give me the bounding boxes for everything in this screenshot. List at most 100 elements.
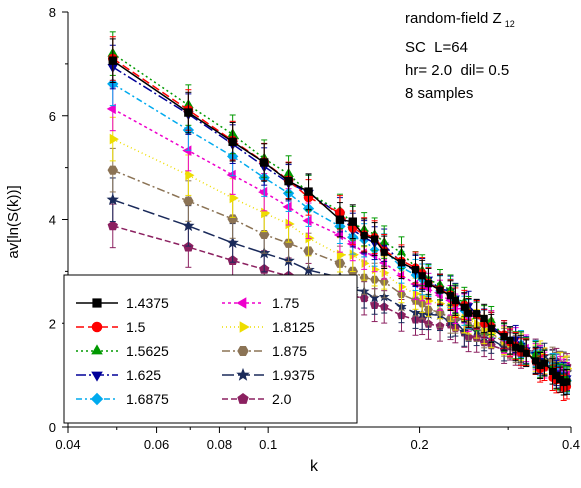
annotation-line2: SC L=64 (405, 39, 468, 56)
data-point (259, 158, 269, 167)
data-point (229, 192, 239, 204)
x-tick-label: 0.4 (562, 437, 580, 452)
data-point (333, 229, 343, 241)
legend-marker (237, 346, 249, 356)
legend-marker (91, 344, 103, 355)
legend-marker (90, 392, 104, 406)
x-axis-label: k (310, 458, 319, 475)
x-tick-label: 0.06 (144, 437, 169, 452)
legend-label: 1.5625 (126, 343, 169, 359)
legend-marker (91, 371, 103, 382)
data-point (460, 303, 468, 311)
legend-label: 1.875 (272, 343, 307, 359)
legend-item-1.8125: 1.8125 (222, 319, 315, 335)
legend-marker (236, 297, 247, 309)
annotation-line1: random-field Z 12 (405, 10, 515, 29)
data-point (261, 207, 271, 219)
data-point (304, 187, 313, 196)
legend-marker (236, 367, 250, 381)
data-point (500, 332, 508, 341)
legend-marker (239, 321, 250, 333)
data-point (464, 309, 473, 317)
annotation-subscript: 12 (505, 19, 515, 29)
data-point (358, 248, 367, 258)
data-point (302, 215, 312, 227)
legend-label: 1.75 (272, 295, 299, 311)
data-point (410, 279, 419, 289)
legend-item-1.4375: 1.4375 (76, 295, 169, 311)
data-point (397, 259, 406, 267)
data-point (336, 249, 347, 261)
data-point (473, 310, 481, 318)
annotation-box: random-field Z 12 SC L=64 hr= 2.0 dil= 0.… (405, 10, 515, 102)
data-point (184, 108, 193, 117)
data-point (522, 349, 530, 357)
data-point (487, 324, 495, 333)
x-tick-label: 0.08 (207, 437, 232, 452)
x-tick-label: 0.1 (259, 437, 277, 452)
legend-label: 1.5 (126, 319, 146, 335)
data-point (412, 289, 421, 299)
data-point (109, 133, 119, 145)
data-point (258, 229, 270, 240)
legend-item-1.75: 1.75 (222, 295, 299, 311)
data-point (107, 220, 118, 231)
legend-item-1.6875: 1.6875 (76, 391, 169, 407)
legend-label: 1.6875 (126, 391, 169, 407)
data-point (228, 137, 237, 146)
legend-marker (237, 393, 249, 404)
legend: 1.4375 1.5 1.5625 1.625 1.6875 1.75 1.8125 1.87… (63, 274, 358, 424)
legend-label: 2.0 (272, 391, 292, 407)
legend-marker (92, 298, 102, 308)
legend-item-1.875: 1.875 (222, 343, 307, 359)
data-point (436, 286, 444, 294)
data-point (396, 270, 405, 280)
legend-item-1.5625: 1.5625 (76, 343, 169, 359)
data-point (226, 169, 236, 181)
data-point (285, 218, 295, 230)
data-point (480, 314, 488, 323)
data-point (106, 103, 116, 115)
data-point (183, 196, 194, 206)
data-point (258, 186, 268, 198)
legend-item-1.5: 1.5 (76, 319, 146, 335)
legend-item-1.625: 1.625 (76, 367, 161, 383)
data-point (302, 263, 315, 276)
data-point (424, 280, 433, 288)
data-point (411, 266, 420, 274)
data-point (418, 272, 426, 280)
data-point (106, 193, 119, 205)
data-point (284, 176, 293, 186)
data-point (185, 169, 195, 181)
data-point (540, 359, 549, 367)
legend-label: 1.8125 (272, 319, 315, 335)
y-axis-label: av[ln(S(k))] (5, 185, 22, 258)
data-point (474, 319, 482, 329)
series-1.4375 (108, 38, 571, 396)
data-point (506, 336, 514, 345)
data-point (563, 378, 571, 386)
legend-item-2.0: 2.0 (222, 391, 292, 407)
legend-box (63, 274, 358, 424)
data-point (349, 249, 359, 260)
annotation-line4: 8 samples (405, 85, 473, 102)
data-point (398, 282, 407, 292)
data-point (282, 201, 292, 213)
data-point (226, 236, 239, 249)
legend-item-1.9375: 1.9375 (222, 367, 315, 383)
legend-label: 1.9375 (272, 367, 315, 383)
data-point (371, 235, 379, 243)
data-point (283, 238, 294, 248)
legend-marker (91, 321, 103, 333)
legend-label: 1.4375 (126, 295, 169, 311)
data-point (381, 268, 390, 278)
y-tick-label: 8 (49, 5, 56, 20)
data-point (369, 292, 380, 303)
x-tick-label: 0.2 (411, 437, 429, 452)
data-point (360, 231, 368, 240)
data-point (451, 297, 459, 305)
data-point (107, 165, 119, 175)
plot-data (106, 31, 573, 401)
